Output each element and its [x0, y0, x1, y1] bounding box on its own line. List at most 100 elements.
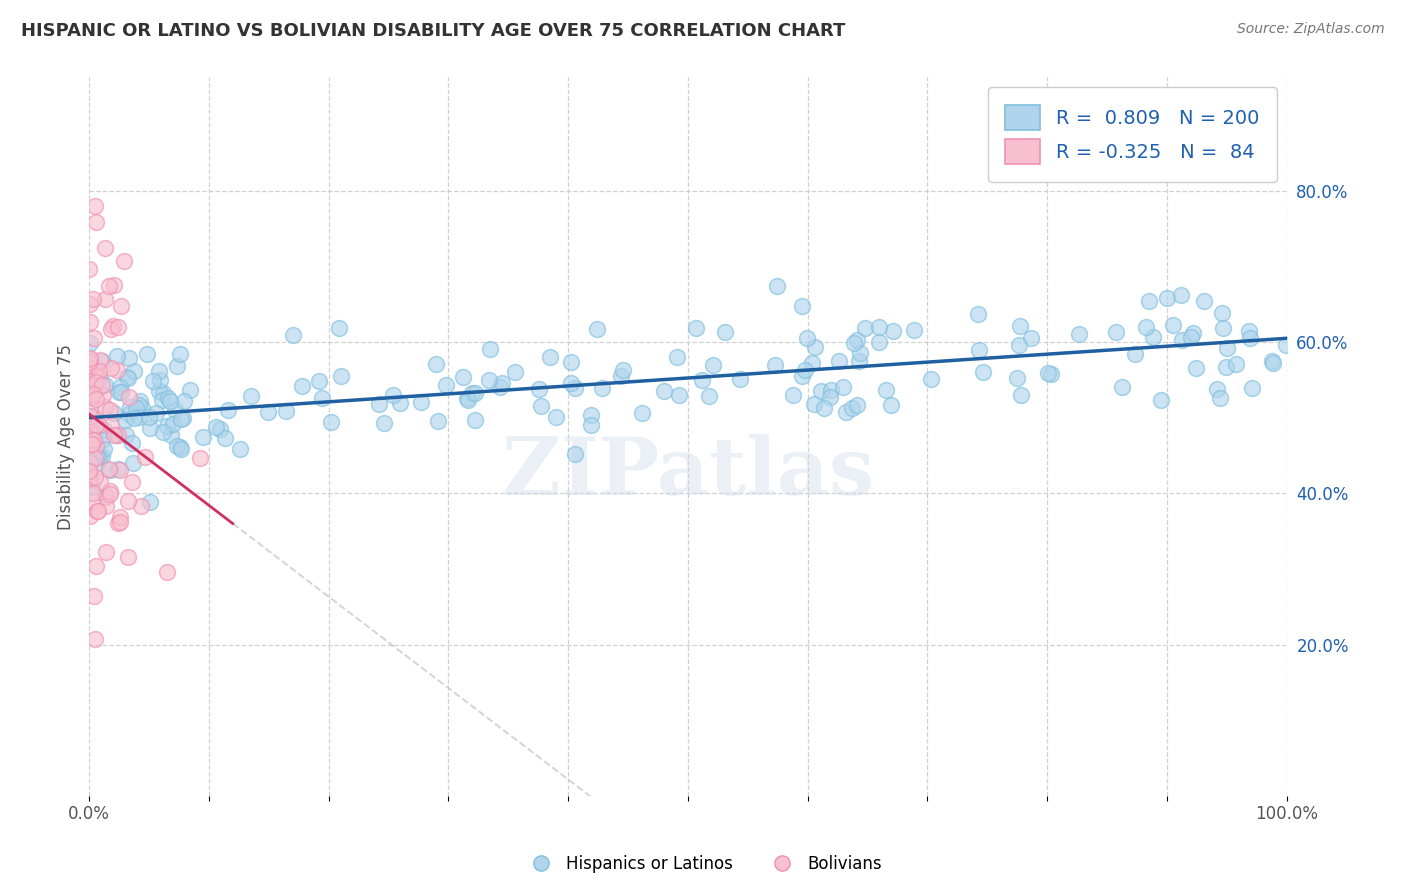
Point: [1123, 346, 1146, 360]
Point: [84, 365, 107, 379]
Point: [79, 409, 101, 424]
Point: [1225, 357, 1247, 371]
Point: [83, 458, 105, 473]
Point: [434, 378, 457, 392]
Point: [136, 347, 159, 361]
Point: [630, 405, 652, 419]
Point: [83, 433, 105, 447]
Point: [138, 409, 160, 424]
Point: [1010, 388, 1032, 402]
Point: [139, 495, 162, 509]
Point: [170, 411, 193, 425]
Point: [503, 365, 526, 379]
Point: [1021, 331, 1043, 345]
Point: [91, 388, 114, 402]
Point: [84, 558, 107, 573]
Point: [1261, 353, 1284, 368]
Point: [538, 350, 561, 364]
Point: [1142, 330, 1164, 344]
Point: [612, 363, 634, 377]
Point: [527, 382, 550, 396]
Point: [79, 352, 101, 367]
Point: [803, 340, 825, 354]
Point: [80, 426, 103, 441]
Point: [86, 417, 108, 432]
Point: [1156, 291, 1178, 305]
Point: [139, 420, 162, 434]
Point: [84, 632, 107, 646]
Point: [80, 389, 103, 403]
Point: [169, 347, 191, 361]
Point: [652, 384, 675, 398]
Point: [129, 393, 152, 408]
Point: [166, 359, 188, 374]
Point: [82, 391, 104, 405]
Point: [77, 262, 100, 277]
Point: [810, 384, 832, 399]
Point: [100, 360, 122, 375]
Point: [173, 393, 195, 408]
Point: [166, 439, 188, 453]
Point: [150, 392, 173, 407]
Point: [1205, 382, 1227, 396]
Point: [89, 475, 111, 490]
Point: [94, 545, 117, 559]
Point: [82, 292, 104, 306]
Point: [291, 378, 314, 392]
Point: [853, 321, 876, 335]
Point: [84, 470, 107, 484]
Point: [240, 389, 263, 403]
Point: [1149, 392, 1171, 407]
Point: [209, 422, 232, 436]
Point: [105, 363, 128, 377]
Point: [763, 358, 786, 372]
Point: [98, 483, 121, 498]
Point: [1237, 325, 1260, 339]
Point: [87, 504, 110, 518]
Point: [1069, 327, 1091, 342]
Point: [478, 342, 501, 356]
Point: [83, 589, 105, 603]
Point: [1170, 288, 1192, 302]
Point: [145, 405, 167, 419]
Point: [793, 363, 815, 377]
Point: [217, 403, 239, 417]
Point: [321, 415, 343, 429]
Point: [122, 411, 145, 425]
Point: [94, 292, 117, 306]
Point: [117, 494, 139, 508]
Point: [115, 427, 138, 442]
Point: [90, 434, 112, 448]
Point: [564, 381, 586, 395]
Point: [84, 384, 107, 399]
Point: [79, 508, 101, 523]
Point: [83, 199, 105, 213]
Point: [165, 403, 187, 417]
Point: [274, 403, 297, 417]
Point: [803, 397, 825, 411]
Point: [464, 413, 486, 427]
Point: [100, 322, 122, 336]
Point: [118, 400, 141, 414]
Point: [107, 516, 129, 530]
Legend: Hispanics or Latinos, Bolivians: Hispanics or Latinos, Bolivians: [517, 848, 889, 880]
Point: [86, 504, 108, 518]
Point: [79, 468, 101, 483]
Point: [457, 392, 479, 407]
Point: [82, 387, 104, 401]
Point: [159, 393, 181, 408]
Point: [564, 447, 586, 461]
Point: [832, 380, 855, 394]
Point: [1161, 318, 1184, 333]
Point: [80, 425, 103, 439]
Point: [591, 381, 613, 395]
Point: [82, 409, 104, 423]
Point: [84, 450, 107, 465]
Point: [77, 473, 100, 487]
Point: [766, 279, 789, 293]
Point: [1040, 367, 1063, 381]
Point: [103, 278, 125, 293]
Point: [162, 417, 184, 431]
Point: [82, 436, 104, 450]
Point: [108, 515, 131, 529]
